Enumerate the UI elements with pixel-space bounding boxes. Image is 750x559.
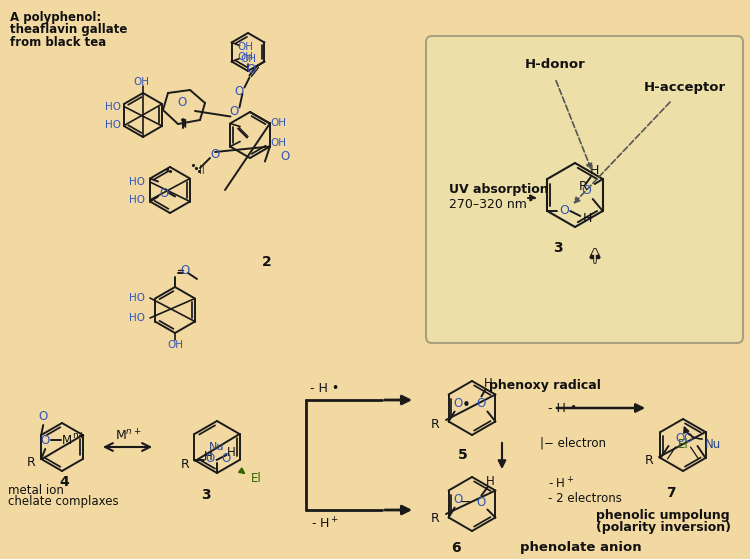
Text: n+: n+ xyxy=(73,430,86,439)
Text: O: O xyxy=(280,150,290,163)
Text: ||: || xyxy=(200,165,205,174)
Text: HO: HO xyxy=(105,102,121,112)
Text: 4: 4 xyxy=(59,475,69,489)
Text: (polarity inversion): (polarity inversion) xyxy=(596,522,730,534)
Text: O: O xyxy=(580,184,591,197)
Text: O: O xyxy=(180,264,190,277)
Text: OH: OH xyxy=(270,138,286,148)
Text: O: O xyxy=(235,85,244,98)
Text: O: O xyxy=(477,496,486,509)
Text: OH: OH xyxy=(167,340,183,350)
Text: OH: OH xyxy=(270,118,286,128)
Text: 2: 2 xyxy=(262,255,272,269)
Text: O: O xyxy=(40,434,50,448)
Text: HO: HO xyxy=(129,177,145,187)
Text: metal ion: metal ion xyxy=(8,484,64,496)
Text: OH: OH xyxy=(238,51,254,61)
Text: |− electron: |− electron xyxy=(540,437,606,449)
Text: - H •: - H • xyxy=(548,401,578,415)
Text: - H •: - H • xyxy=(310,381,340,395)
Text: OH: OH xyxy=(133,77,149,87)
Text: R: R xyxy=(579,181,588,193)
Text: O: O xyxy=(453,397,462,410)
Text: O: O xyxy=(676,432,685,444)
Text: O: O xyxy=(453,493,462,506)
Text: H-donor: H-donor xyxy=(525,58,585,70)
Text: −: − xyxy=(460,495,472,509)
Text: H: H xyxy=(484,377,493,390)
Text: R: R xyxy=(431,511,440,524)
Text: O: O xyxy=(177,96,187,108)
Text: Nu: Nu xyxy=(209,442,225,452)
Text: 6: 6 xyxy=(452,541,460,555)
Text: H: H xyxy=(486,475,495,488)
Text: El: El xyxy=(678,438,688,452)
Text: O: O xyxy=(477,397,486,410)
Text: O: O xyxy=(210,149,220,162)
Text: El: El xyxy=(251,471,261,485)
Text: phenoxy radical: phenoxy radical xyxy=(489,378,601,391)
Text: phenolate anion: phenolate anion xyxy=(520,542,641,555)
Text: chelate complaxes: chelate complaxes xyxy=(8,495,118,509)
Text: - H$^+$: - H$^+$ xyxy=(311,517,339,532)
Text: HO: HO xyxy=(129,313,145,323)
Text: from black tea: from black tea xyxy=(10,36,106,49)
Text: H: H xyxy=(227,447,236,459)
Text: HO: HO xyxy=(129,195,145,205)
Text: R: R xyxy=(27,457,36,470)
FancyBboxPatch shape xyxy=(426,36,743,343)
Text: O: O xyxy=(206,452,215,466)
Text: H: H xyxy=(590,164,599,178)
Text: OH: OH xyxy=(240,54,256,64)
Text: - H$^+$: - H$^+$ xyxy=(548,476,574,492)
Text: H: H xyxy=(583,211,592,225)
Text: R: R xyxy=(180,458,189,471)
Text: OH: OH xyxy=(238,42,254,53)
Text: O: O xyxy=(560,205,569,217)
Text: 5: 5 xyxy=(458,448,468,462)
Text: R: R xyxy=(431,418,440,430)
Text: O: O xyxy=(160,187,169,200)
Text: H: H xyxy=(204,449,213,462)
Text: O: O xyxy=(38,410,48,424)
Text: UV absorption: UV absorption xyxy=(449,183,548,197)
Text: HO: HO xyxy=(129,293,145,303)
Text: M$^{n+}$: M$^{n+}$ xyxy=(115,428,141,444)
Text: 3: 3 xyxy=(554,241,562,255)
Text: •: • xyxy=(462,398,471,413)
Text: M: M xyxy=(62,433,72,447)
Text: phenolic umpolung: phenolic umpolung xyxy=(596,509,730,522)
Text: theaflavin gallate: theaflavin gallate xyxy=(10,23,128,36)
Text: 3: 3 xyxy=(201,488,211,502)
Text: 270–320 nm: 270–320 nm xyxy=(449,198,526,211)
Text: H-acceptor: H-acceptor xyxy=(644,82,726,94)
Text: - 2 electrons: - 2 electrons xyxy=(548,491,622,505)
Text: O: O xyxy=(247,63,256,76)
Text: A polyphenol:: A polyphenol: xyxy=(10,12,101,25)
Text: HO: HO xyxy=(105,120,121,130)
Text: O: O xyxy=(230,105,239,118)
Text: R: R xyxy=(644,454,653,467)
Polygon shape xyxy=(181,119,185,127)
Text: Nu: Nu xyxy=(705,438,722,452)
Text: O: O xyxy=(221,452,230,465)
Text: O: O xyxy=(683,432,692,444)
Text: 7: 7 xyxy=(666,486,676,500)
